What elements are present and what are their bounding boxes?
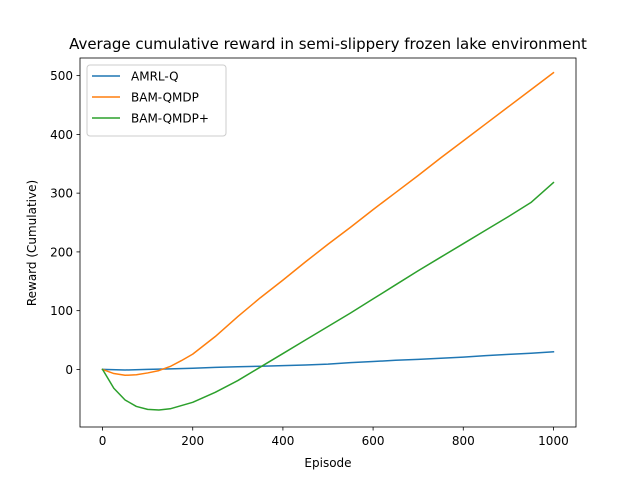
x-tick-label: 0 <box>99 434 107 448</box>
y-tick-label: 400 <box>50 128 73 142</box>
x-tick-label: 800 <box>452 434 475 448</box>
x-axis-label: Episode <box>304 456 351 470</box>
x-tick-label: 600 <box>362 434 385 448</box>
y-tick-label: 100 <box>50 304 73 318</box>
series-line-bam-qmdp <box>101 71 555 377</box>
plot-frame <box>79 57 577 428</box>
legend-label: BAM-QMDP+ <box>131 112 209 126</box>
series-lines <box>101 71 555 411</box>
y-tick-label: 500 <box>50 69 73 83</box>
legend-frame <box>86 64 227 137</box>
y-tick-label: 300 <box>50 187 73 201</box>
y-tick-label: 0 <box>65 363 73 377</box>
y-axis: 0 100 200 300 400 500 <box>50 69 80 377</box>
legend-label: BAM-QMDP <box>131 91 199 105</box>
chart-title: Average cumulative reward in semi-slippe… <box>69 35 587 53</box>
legend: AMRL-Q BAM-QMDP BAM-QMDP+ <box>86 64 227 137</box>
x-tick-label: 200 <box>181 434 204 448</box>
series-line-bam-qmdp- <box>101 181 555 411</box>
x-axis: 0 200 400 600 800 1000 <box>99 427 569 448</box>
x-tick-label: 400 <box>271 434 294 448</box>
series-line-amrl-q <box>101 350 555 371</box>
y-axis-label: Reward (Cumulative) <box>25 180 39 306</box>
legend-label: AMRL-Q <box>131 70 179 84</box>
y-tick-label: 200 <box>50 245 73 259</box>
x-tick-label: 1000 <box>538 434 569 448</box>
